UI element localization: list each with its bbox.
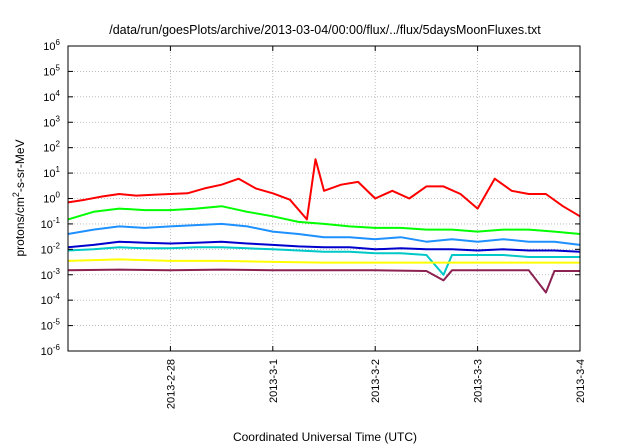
- y-tick-label: 10-2: [41, 241, 61, 256]
- y-tick-base: 10: [41, 244, 53, 256]
- y-tick-label: 101: [43, 165, 60, 180]
- y-tick-base: 10: [41, 295, 53, 307]
- x-tick-label: 2013-2-28: [165, 359, 177, 409]
- x-tick-label: 2013-3-2: [370, 359, 382, 403]
- y-tick-label: 106: [43, 38, 60, 53]
- y-tick-label: 10-4: [41, 292, 61, 307]
- y-tick-exponent: 3: [56, 114, 61, 123]
- y-tick-exponent: 5: [56, 63, 61, 72]
- y-tick-exponent: -5: [53, 318, 61, 327]
- y-tick-base: 10: [43, 194, 55, 206]
- y-axis-label-exponent: 2: [11, 192, 21, 197]
- series-line-7: [67, 268, 580, 294]
- y-tick-label: 105: [43, 63, 60, 78]
- x-tick-label: 2013-3-1: [268, 359, 280, 403]
- y-axis-label-units: -s-sr-MeV: [13, 139, 27, 192]
- y-tick-exponent: 4: [56, 89, 61, 98]
- y-axis-ticks: 10-610-510-410-310-210-11001011021031041…: [41, 38, 580, 358]
- y-tick-exponent: -4: [53, 292, 61, 301]
- y-tick-base: 10: [43, 168, 55, 180]
- y-axis-label-base: protons/cm: [13, 197, 27, 256]
- y-tick-label: 10-5: [41, 318, 61, 333]
- y-tick-label: 103: [43, 114, 60, 129]
- series-lines: [67, 158, 581, 294]
- y-tick-label: 10-6: [41, 343, 61, 358]
- y-axis-label: protons/cm2-s-sr-MeV: [11, 139, 27, 256]
- x-tick-label: 2013-3-3: [473, 359, 485, 403]
- y-tick-label: 10-3: [41, 267, 61, 282]
- y-tick-base: 10: [43, 92, 55, 104]
- y-tick-base: 10: [43, 117, 55, 129]
- y-tick-exponent: 1: [56, 165, 61, 174]
- y-tick-exponent: -3: [53, 267, 61, 276]
- y-tick-label: 10-1: [41, 216, 61, 231]
- series-line-6: [67, 258, 580, 264]
- x-axis-label: Coordinated Universal Time (UTC): [233, 430, 417, 444]
- grid-lines: [68, 46, 580, 351]
- y-tick-base: 10: [41, 219, 53, 231]
- y-tick-exponent: 2: [56, 140, 61, 149]
- y-tick-base: 10: [41, 346, 53, 358]
- series-line-1: [67, 158, 581, 221]
- series-line-5: [67, 246, 580, 276]
- y-tick-base: 10: [41, 270, 53, 282]
- y-tick-exponent: 6: [56, 38, 61, 47]
- x-axis-ticks: 2013-2-28 2013-3-1 2013-3-2 2013-3-3 2013-3-…: [165, 46, 587, 409]
- y-tick-exponent: 0: [56, 191, 61, 200]
- y-tick-exponent: -1: [53, 216, 61, 225]
- y-tick-base: 10: [41, 321, 53, 333]
- y-tick-label: 102: [43, 140, 60, 155]
- y-tick-exponent: -6: [53, 343, 61, 352]
- y-tick-base: 10: [43, 143, 55, 155]
- chart-title: /data/run/goesPlots/archive/2013-03-04/0…: [109, 23, 541, 37]
- y-tick-exponent: -2: [53, 241, 61, 250]
- series-line-2: [67, 205, 581, 235]
- y-tick-base: 10: [43, 66, 55, 78]
- series-line-3: [67, 222, 581, 246]
- y-tick-base: 10: [43, 41, 55, 53]
- y-tick-label: 100: [43, 191, 60, 206]
- series-line-4: [67, 240, 581, 253]
- y-tick-label: 104: [43, 89, 60, 104]
- x-tick-label: 2013-3-4: [575, 359, 587, 403]
